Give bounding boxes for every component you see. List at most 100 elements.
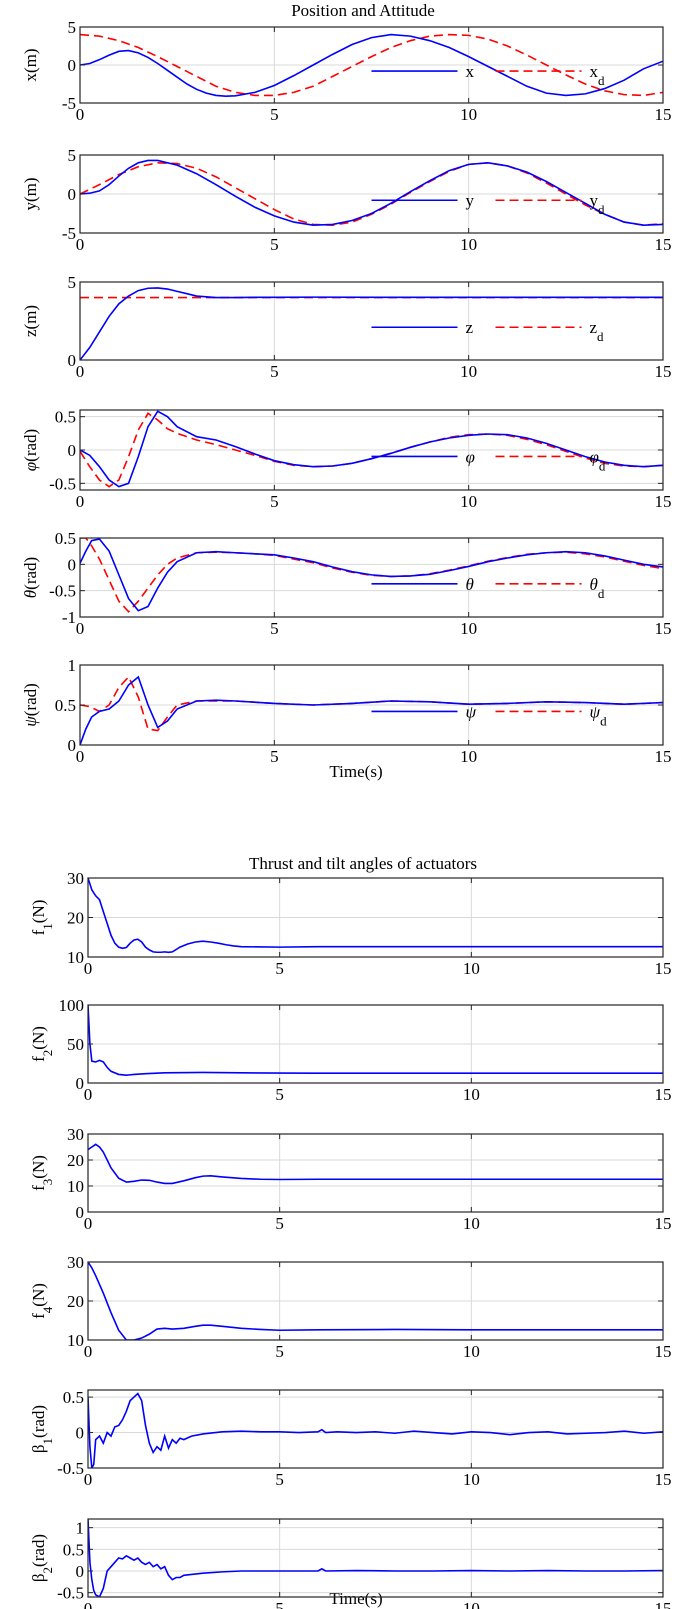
y-axis-label: β1(rad) — [29, 1405, 55, 1453]
y-axis-label: f2(N) — [29, 1026, 55, 1062]
bottom-xlabel: Time(s) — [329, 1589, 382, 1608]
y-tick-label: -0.5 — [49, 474, 76, 493]
y-axis-label-subscript: 2 — [40, 1567, 55, 1574]
y-tick-label: 50 — [67, 1035, 84, 1054]
y-axis-label: z(m) — [21, 305, 40, 337]
subplot-4: 0 5 10 15-0.500.5φ(rad) φ φd — [21, 408, 672, 511]
legend-label-text: ψ — [466, 702, 477, 721]
x-tick-label: 15 — [655, 1599, 672, 1609]
y-tick-label: -0.5 — [49, 582, 76, 601]
y-tick-label: -0.5 — [57, 1584, 84, 1603]
y-tick-label: -5 — [62, 224, 76, 243]
axes-box — [79, 537, 664, 618]
y-axis-label-symbol: φ — [21, 462, 40, 471]
y-axis-label-symbol: β — [29, 1444, 48, 1453]
x-tick-label: 10 — [460, 619, 477, 638]
x-tick-label: 0 — [76, 492, 85, 511]
y-axis-label-subscript: 3 — [40, 1179, 55, 1186]
actual-series-line — [88, 1143, 663, 1185]
y-tick-label: 0 — [68, 736, 77, 755]
x-tick-label: 10 — [463, 1599, 480, 1609]
legend-label-text: x — [590, 62, 599, 81]
y-axis-label-subscript: 4 — [40, 1306, 55, 1313]
legend-label: xd — [590, 62, 606, 88]
y-tick-label: 10 — [67, 1177, 84, 1196]
legend-label-text: y — [590, 191, 599, 210]
y-axis-label-subscript: 1 — [40, 1438, 55, 1445]
x-tick-label: 0 — [84, 1214, 93, 1233]
top-figure-title: Position and Attitude — [291, 1, 435, 20]
y-tick-label: 1 — [68, 656, 77, 675]
x-tick-label: 0 — [76, 235, 85, 254]
actual-series-line — [80, 675, 663, 745]
legend-label-text: x — [466, 62, 475, 81]
y-axis-label-unit: (N) — [29, 1155, 48, 1179]
y-axis-label: f4(N) — [29, 1283, 55, 1319]
legend-label: φ — [466, 447, 475, 466]
legend-label-text: φ — [466, 447, 475, 466]
x-tick-label: 15 — [655, 1085, 672, 1104]
x-tick-label: 0 — [76, 362, 85, 381]
y-tick-label: 0 — [76, 1424, 85, 1443]
x-tick-label: 15 — [655, 959, 672, 978]
actual-series-line — [80, 33, 663, 97]
legend-label-text: z — [590, 318, 598, 337]
x-tick-label: 5 — [275, 959, 284, 978]
x-tick-label: 15 — [655, 1470, 672, 1489]
axes-box — [79, 281, 664, 361]
legend-label-subscript: d — [598, 585, 605, 600]
x-tick-label: 10 — [460, 235, 477, 254]
legend-label: yd — [590, 191, 606, 217]
y-axis-label: f3(N) — [29, 1155, 55, 1191]
subplot-7: 0 5 10 15 10 20 30 f1(N) — [29, 869, 672, 978]
y-axis-label: φ(rad) — [21, 429, 40, 471]
axes-box — [87, 1518, 664, 1598]
actual-series-line — [88, 1262, 663, 1340]
y-tick-label: 0 — [68, 185, 77, 204]
legend-label: x — [466, 62, 475, 81]
x-tick-label: 5 — [275, 1599, 284, 1609]
y-tick-label: 0.5 — [55, 696, 76, 715]
legend-label-text: θ — [466, 575, 474, 594]
actual-series-line — [88, 1519, 663, 1597]
legend-label-subscript: d — [598, 73, 605, 88]
y-tick-label: 20 — [67, 1292, 84, 1311]
y-axis-label-symbol: f — [29, 1185, 48, 1191]
y-axis-label-symbol: f — [29, 929, 48, 935]
y-axis-label: ψ(rad) — [21, 683, 40, 727]
legend-label-subscript: d — [598, 202, 605, 217]
y-tick-label: 10 — [67, 1331, 84, 1350]
y-axis-label-symbol: f — [29, 1056, 48, 1062]
actual-series-line — [88, 1392, 663, 1468]
y-axis-label-unit: (N) — [29, 900, 48, 924]
y-tick-label: 0 — [76, 1074, 85, 1093]
y-tick-label: 0 — [68, 351, 77, 370]
legend-label: z — [466, 318, 474, 337]
y-axis-label-unit: (rad) — [21, 557, 40, 590]
legend-label-text: θ — [590, 575, 598, 594]
y-tick-label: 100 — [59, 996, 85, 1015]
y-tick-label: 20 — [67, 909, 84, 928]
x-tick-label: 10 — [463, 1085, 480, 1104]
y-axis-label-unit: (N) — [29, 1283, 48, 1307]
y-tick-label: 5 — [68, 18, 77, 37]
actual-series-line — [88, 1005, 663, 1077]
x-tick-label: 5 — [270, 105, 279, 124]
x-tick-label: 10 — [460, 747, 477, 766]
y-tick-label: 30 — [67, 1125, 84, 1144]
legend-label-text: z — [466, 318, 474, 337]
x-tick-label: 0 — [84, 1599, 93, 1609]
x-tick-label: 5 — [270, 235, 279, 254]
x-tick-label: 5 — [270, 747, 279, 766]
y-axis-label: β2(rad) — [29, 1534, 55, 1582]
actual-series-line — [80, 287, 663, 360]
x-tick-label: 15 — [655, 619, 672, 638]
y-tick-label: -1 — [62, 608, 76, 627]
